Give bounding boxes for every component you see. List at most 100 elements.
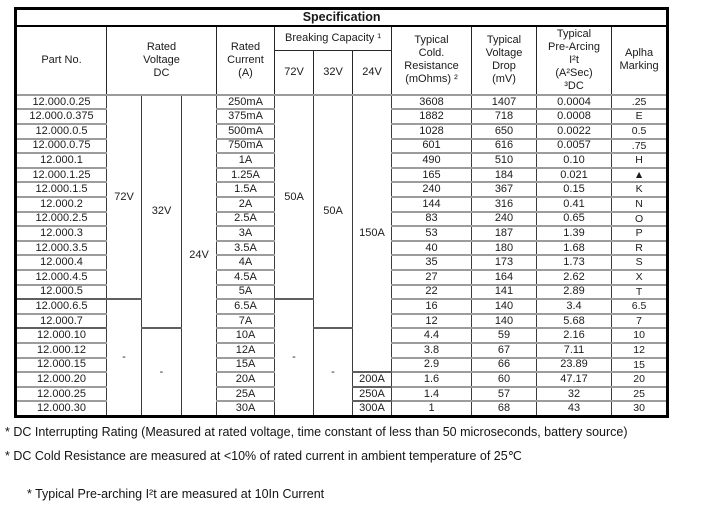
part-no-cell: 12.000.1.25 bbox=[15, 166, 107, 184]
alpha-marking-cell: T bbox=[610, 283, 669, 301]
part-no-cell: 12.000.0.5 bbox=[15, 123, 107, 140]
part-no-cell: 12.000.0.25 bbox=[15, 93, 107, 111]
cold-resistance-cell: 144 bbox=[391, 196, 472, 213]
alpha-marking-cell: .75 bbox=[610, 137, 669, 155]
cold-resistance-cell: 490 bbox=[391, 152, 472, 169]
rated-current-cell: 4A bbox=[216, 254, 275, 271]
table-row: 12.000.1.5 1.5A 240 367 0.15 K bbox=[15, 181, 669, 198]
alpha-marking-cell: R bbox=[610, 239, 669, 257]
voltage-drop-cell: 164 bbox=[471, 268, 537, 286]
pre-arcing-cell: 0.41 bbox=[536, 196, 612, 213]
pre-arcing-cell: 2.62 bbox=[536, 268, 612, 286]
cold-resistance-cell: 22 bbox=[391, 283, 472, 301]
part-no-cell: 12.000.4 bbox=[15, 254, 107, 271]
cold-resistance-cell: 165 bbox=[391, 166, 472, 184]
rated-current-cell: 5A bbox=[216, 283, 275, 301]
col-header-pre-arcing: Typical Pre-Arcing I²t (A²Sec) ³DC bbox=[536, 25, 612, 96]
voltage-drop-cell: 510 bbox=[471, 152, 537, 169]
cold-resistance-cell: 12 bbox=[391, 312, 472, 330]
alpha-marking-cell: O bbox=[610, 210, 669, 228]
rated-current-cell: 1.5A bbox=[216, 181, 275, 198]
voltage-drop-cell: 187 bbox=[471, 225, 537, 242]
cold-resistance-cell: 4.4 bbox=[391, 327, 472, 344]
alpha-marking-cell: 20 bbox=[610, 371, 669, 388]
voltage-drop-cell: 60 bbox=[471, 371, 537, 388]
table-row: 12.000.3 3A 53 187 1.39 P bbox=[15, 225, 669, 242]
col-header-rated-current: Rated Current (A) bbox=[216, 25, 275, 96]
voltage-drop-cell: 650 bbox=[471, 123, 537, 140]
rated-current-cell: 500mA bbox=[216, 123, 275, 140]
breaking-capacity-24v-cell: 150A bbox=[352, 93, 392, 374]
rated-current-cell: 10A bbox=[216, 327, 275, 344]
part-no-cell: 12.000.20 bbox=[15, 371, 107, 388]
voltage-drop-cell: 59 bbox=[471, 327, 537, 344]
pre-arcing-cell: 5.68 bbox=[536, 312, 612, 330]
table-row: 12.000.15 15A 2.9 66 23.89 15 bbox=[15, 356, 669, 374]
col-header-part-no: Part No. bbox=[15, 25, 107, 96]
alpha-marking-cell: 25 bbox=[610, 385, 669, 403]
pre-arcing-cell: 0.65 bbox=[536, 210, 612, 228]
col-header-bc-24v: 24V bbox=[352, 49, 392, 96]
specification-table: Specification Part No. Rated Voltage DC … bbox=[14, 7, 670, 418]
breaking-capacity-24v-cell: 200A bbox=[352, 371, 392, 388]
rated-current-cell: 25A bbox=[216, 385, 275, 403]
pre-arcing-cell: 0.0057 bbox=[536, 137, 612, 155]
table-row: 12.000.6.5-6.5A -16 140 3.4 6.5 bbox=[15, 298, 669, 418]
voltage-drop-cell: 140 bbox=[471, 298, 537, 315]
footnote-dc-interrupting-rating: * DC Interrupting Rating (Measured at ra… bbox=[5, 424, 628, 439]
pre-arcing-cell: 2.89 bbox=[536, 283, 612, 301]
rated-voltage-32v-cell: - bbox=[141, 327, 182, 418]
voltage-drop-cell: 180 bbox=[471, 239, 537, 257]
pre-arcing-cell: 2.16 bbox=[536, 327, 612, 344]
part-no-cell: 12.000.0.75 bbox=[15, 137, 107, 155]
part-no-cell: 12.000.25 bbox=[15, 385, 107, 403]
part-no-cell: 12.000.2.5 bbox=[15, 210, 107, 228]
pre-arcing-cell: 3.4 bbox=[536, 298, 612, 315]
table-row: 12.000.0.375 375mA 1882 718 0.0008 E bbox=[15, 108, 669, 126]
pre-arcing-cell: 0.0022 bbox=[536, 123, 612, 140]
part-no-cell: 12.000.3.5 bbox=[15, 239, 107, 257]
pre-arcing-cell: 1.39 bbox=[536, 225, 612, 242]
rated-current-cell: 250mA bbox=[216, 93, 275, 111]
cold-resistance-cell: 3.8 bbox=[391, 341, 472, 359]
voltage-drop-cell: 367 bbox=[471, 181, 537, 198]
table-row: 12.000.1.25 1.25A 165 184 0.021 ▲ bbox=[15, 166, 669, 184]
cold-resistance-cell: 83 bbox=[391, 210, 472, 228]
cold-resistance-cell: 1882 bbox=[391, 108, 472, 126]
cold-resistance-cell: 27 bbox=[391, 268, 472, 286]
cold-resistance-cell: 3608 bbox=[391, 93, 472, 111]
breaking-capacity-32v-cell: - bbox=[313, 327, 353, 418]
footnote-pre-arcing: * Typical Pre-arching I²t are measured a… bbox=[27, 486, 325, 501]
pre-arcing-cell: 32 bbox=[536, 385, 612, 403]
rated-current-cell: 2A bbox=[216, 196, 275, 213]
alpha-marking-cell: S bbox=[610, 254, 669, 271]
pre-arcing-cell: 43 bbox=[536, 400, 612, 418]
part-no-cell: 12.000.4.5 bbox=[15, 268, 107, 286]
breaking-capacity-72v-cell: 50A bbox=[274, 93, 314, 301]
rated-current-cell: 12A bbox=[216, 341, 275, 359]
rated-current-cell: 2.5A bbox=[216, 210, 275, 228]
col-header-cold-resistance: Typical Cold. Resistance (mOhms) ² bbox=[391, 25, 472, 96]
rated-voltage-72v-cell: 72V bbox=[106, 93, 142, 301]
rated-current-cell: 750mA bbox=[216, 137, 275, 155]
col-header-alpha-marking: Aplha Marking bbox=[610, 25, 669, 96]
col-header-bc-32v: 32V bbox=[313, 49, 353, 96]
table-row: 12.000.10 - 10A - 4.4 59 2.16 10 bbox=[15, 327, 669, 418]
cold-resistance-cell: 53 bbox=[391, 225, 472, 242]
rated-current-cell: 1A bbox=[216, 152, 275, 169]
voltage-drop-cell: 240 bbox=[471, 210, 537, 228]
rated-voltage-72v-cell: - bbox=[106, 298, 142, 418]
cold-resistance-cell: 40 bbox=[391, 239, 472, 257]
header-row-main: Part No. Rated Voltage DC Rated Current … bbox=[15, 25, 669, 96]
rated-current-cell: 7A bbox=[216, 312, 275, 330]
pre-arcing-cell: 0.0008 bbox=[536, 108, 612, 126]
table-header: Specification Part No. Rated Voltage DC … bbox=[14, 8, 669, 96]
rated-current-cell: 20A bbox=[216, 371, 275, 388]
cold-resistance-cell: 35 bbox=[391, 254, 472, 271]
part-no-cell: 12.000.6.5 bbox=[15, 298, 107, 315]
alpha-marking-cell: E bbox=[610, 108, 669, 126]
part-no-cell: 12.000.7 bbox=[15, 312, 107, 330]
rated-voltage-24v-cell: 24V bbox=[181, 93, 217, 418]
voltage-drop-cell: 67 bbox=[471, 341, 537, 359]
footnotes: * DC Interrupting Rating (Measured at ra… bbox=[5, 424, 701, 503]
